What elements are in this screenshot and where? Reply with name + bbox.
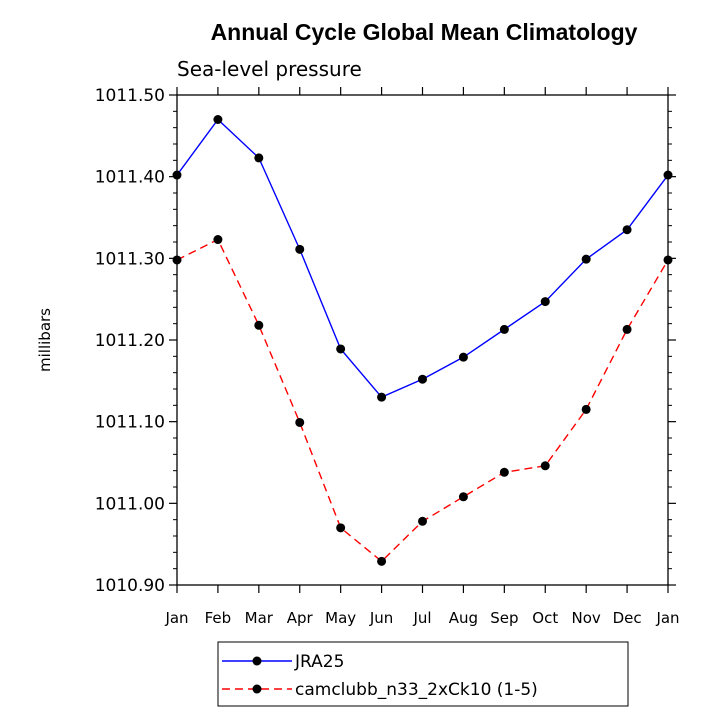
legend-label-2: camclubb_n33_2xCk10 (1-5) bbox=[295, 680, 538, 700]
series-1-point bbox=[540, 297, 550, 307]
legend-marker-1 bbox=[252, 656, 262, 666]
legend-marker-2 bbox=[252, 684, 262, 694]
x-tick-label: Jul bbox=[412, 609, 431, 627]
x-tick-label: Jun bbox=[369, 609, 393, 627]
series-2-point bbox=[458, 492, 468, 502]
x-tick-label: Oct bbox=[532, 609, 558, 627]
series-2-point bbox=[499, 467, 509, 477]
series-1-point bbox=[213, 115, 223, 124]
x-tick-label: Apr bbox=[287, 609, 314, 627]
series-2-point bbox=[295, 417, 305, 427]
legend-box bbox=[217, 641, 629, 707]
series-2-point bbox=[622, 324, 632, 334]
series-1-point bbox=[172, 170, 182, 180]
legend-label-1: JRA25 bbox=[294, 652, 344, 672]
series-2-point bbox=[213, 235, 223, 245]
series-1-point bbox=[418, 374, 427, 384]
x-tick-label: Nov bbox=[572, 609, 601, 627]
series-1-point bbox=[581, 254, 591, 264]
series-line-2 bbox=[176, 238, 669, 563]
y-tick-label: 1011.40 bbox=[95, 168, 165, 188]
y-tick-label: 1011.50 bbox=[95, 86, 165, 106]
series-2-point bbox=[540, 461, 550, 471]
series-layer bbox=[172, 115, 673, 566]
series-1-point bbox=[377, 392, 387, 402]
x-tick-label: May bbox=[325, 609, 356, 627]
y-tick-label: 1011.20 bbox=[95, 331, 165, 351]
series-1-point bbox=[336, 344, 346, 354]
chart-title: Annual Cycle Global Mean Climatology bbox=[211, 19, 638, 45]
series-2-point bbox=[377, 556, 387, 566]
y-tick-label: 1011.00 bbox=[95, 494, 165, 514]
y-tick-label: 1011.10 bbox=[95, 413, 165, 433]
x-tick-label: Feb bbox=[205, 609, 232, 627]
series-1-point bbox=[254, 153, 264, 163]
series-2-point bbox=[581, 404, 591, 414]
x-tick-label: Jan bbox=[164, 609, 188, 627]
series-2-point bbox=[418, 516, 427, 526]
y-tick-label: 1011.30 bbox=[95, 249, 165, 269]
series-2-point bbox=[663, 255, 673, 265]
series-2-point bbox=[336, 523, 346, 533]
series-2-point bbox=[254, 320, 264, 330]
axes: 1010.90 1011.00 1011.10 1011.20 1011.30 1011.… bbox=[95, 86, 680, 627]
plot-frame bbox=[176, 94, 669, 586]
series-1-point bbox=[499, 324, 509, 334]
series-1-point bbox=[458, 352, 468, 362]
x-tick-label: Dec bbox=[613, 609, 642, 627]
series-2-point bbox=[172, 255, 182, 265]
series-1-point bbox=[295, 244, 305, 254]
series-1-point bbox=[622, 225, 632, 235]
x-tick-label: Sep bbox=[490, 609, 518, 627]
x-tick-label: Mar bbox=[245, 609, 274, 627]
series-1-point bbox=[663, 170, 673, 180]
series-line-1 bbox=[176, 118, 669, 399]
y-axis-label: millibars bbox=[36, 308, 54, 372]
legend: JRA25 camclubb_n33_2xCk10 (1-5) bbox=[217, 641, 629, 707]
y-tick-label: 1010.90 bbox=[95, 576, 165, 596]
x-tick-label: Jan bbox=[655, 609, 679, 627]
x-tick-label: Aug bbox=[449, 609, 478, 627]
chart-subtitle: Sea-level pressure bbox=[177, 57, 362, 81]
